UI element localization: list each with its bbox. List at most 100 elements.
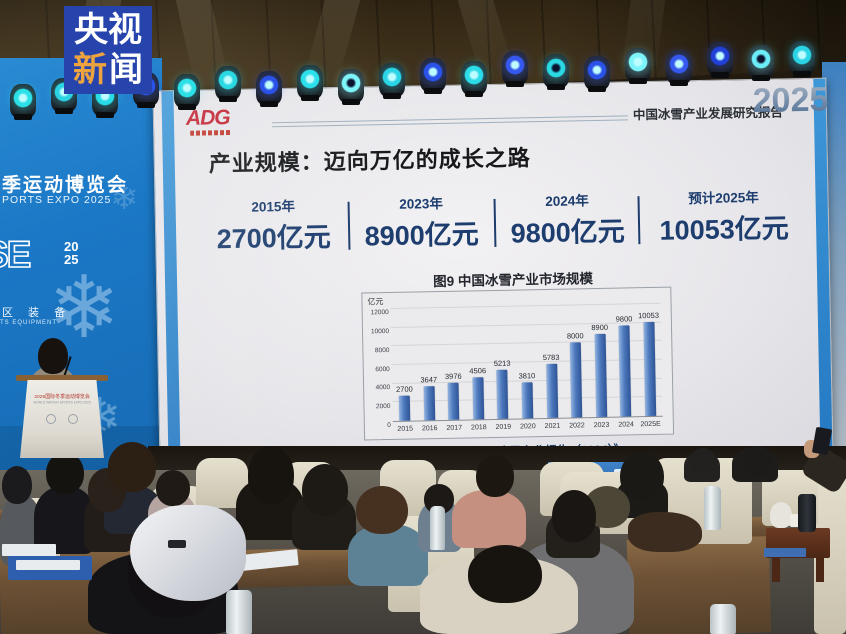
tea-table-leg xyxy=(772,558,780,582)
audience-member-head xyxy=(356,486,408,534)
light-base xyxy=(465,91,483,97)
light-ring xyxy=(710,46,730,66)
audience-member-body xyxy=(348,524,428,586)
stage-light xyxy=(174,74,200,110)
light-base xyxy=(178,104,196,110)
light-base xyxy=(752,75,770,81)
stage-light xyxy=(256,71,282,107)
audience-member-head xyxy=(302,464,348,516)
stage-light xyxy=(543,54,569,90)
audience-member-body xyxy=(452,490,526,548)
light-base xyxy=(629,78,647,84)
audience-member-head xyxy=(46,452,84,494)
light-base xyxy=(137,102,155,108)
stage-light xyxy=(10,84,36,120)
stage-light xyxy=(379,63,405,99)
podium-logo-icon xyxy=(46,414,56,424)
light-ring xyxy=(300,69,320,89)
cctv-logo-row2: 新 闻 xyxy=(73,50,143,90)
light-base xyxy=(219,96,237,102)
stage-light xyxy=(461,61,487,97)
stage-light xyxy=(297,65,323,101)
light-base xyxy=(260,101,278,107)
thermos xyxy=(798,494,816,532)
podium-title-cn: 2025国际冬季运动博览会 xyxy=(34,394,90,400)
audience-member-head xyxy=(468,545,542,603)
light-ring xyxy=(669,54,689,74)
papers xyxy=(16,560,80,570)
light-ring xyxy=(587,60,607,80)
light-base xyxy=(301,95,319,101)
stage-light xyxy=(338,69,364,105)
water-bottle xyxy=(226,590,252,634)
light-base xyxy=(670,80,688,86)
stage-light xyxy=(502,51,528,87)
audience-member-head xyxy=(248,446,294,504)
snowflake-graphic: ❄ xyxy=(110,179,139,217)
light-ring xyxy=(464,65,484,85)
light-base xyxy=(547,84,565,90)
podium-logos xyxy=(20,414,104,424)
light-ring xyxy=(423,62,443,82)
expo-se-logo: SE xyxy=(0,233,32,276)
stage-light xyxy=(666,50,692,86)
bag xyxy=(628,512,702,552)
audience-member-head xyxy=(108,442,156,492)
light-base xyxy=(55,108,73,114)
audience-member-head xyxy=(476,455,514,497)
light-ring xyxy=(546,58,566,78)
water-bottle xyxy=(704,486,721,530)
tea-table-leg xyxy=(816,558,824,582)
audience-member-head xyxy=(690,448,716,474)
light-base xyxy=(96,112,114,118)
cctv-news-logo: 央视 新 闻 xyxy=(64,6,152,94)
light-base xyxy=(588,86,606,92)
light-ring xyxy=(13,88,33,108)
light-base xyxy=(793,71,811,77)
light-ring xyxy=(505,55,525,75)
light-base xyxy=(711,72,729,78)
expo-title-cn: 季运动博览会 xyxy=(2,175,129,196)
podium: 2025国际冬季运动博览会 WORLD WINTER SPORTS EXPO 2… xyxy=(20,380,104,458)
audience-member-head xyxy=(742,446,772,476)
light-base xyxy=(342,99,360,105)
jacket-clip xyxy=(168,540,186,548)
audience-member-head xyxy=(2,466,32,504)
cctv-logo-char-xin: 新 xyxy=(73,51,107,89)
light-ring xyxy=(751,49,771,69)
stage-light xyxy=(789,41,815,77)
stage-light xyxy=(748,45,774,81)
speaker-head xyxy=(38,338,68,374)
expo-subtitle-cn: 区 装 备 xyxy=(2,307,72,319)
draped-white-jacket xyxy=(130,505,246,601)
light-ring xyxy=(792,45,812,65)
blue-folder xyxy=(764,548,806,557)
light-base xyxy=(424,88,442,94)
water-bottle xyxy=(710,604,736,634)
papers xyxy=(2,544,56,556)
stage-light xyxy=(215,66,241,102)
podium-logo-icon xyxy=(68,414,78,424)
audience-member-head xyxy=(552,490,596,542)
cctv-logo-row1: 央视 xyxy=(74,11,142,49)
water-bottle xyxy=(430,506,445,550)
light-base xyxy=(506,81,524,87)
podium-wood-rim xyxy=(16,375,108,381)
tea-cup xyxy=(790,514,800,527)
cctv-logo-char-wen: 闻 xyxy=(109,51,143,89)
audience-member-head xyxy=(156,470,190,506)
stage-light xyxy=(625,48,651,84)
expo-subtitle-en: TS EQUIPMENT xyxy=(0,320,58,326)
expo-title-en: PORTS EXPO 2025 xyxy=(2,194,112,206)
teapot xyxy=(770,502,792,528)
light-ring xyxy=(259,75,279,95)
podium-title-en: WORLD WINTER SPORTS EXPO 2025 xyxy=(33,400,91,405)
light-ring xyxy=(628,52,648,72)
light-ring xyxy=(382,67,402,87)
light-base xyxy=(14,114,32,120)
stage-light xyxy=(584,56,610,92)
stage-light xyxy=(420,58,446,94)
expo-logo-year: 20 25 xyxy=(64,239,79,267)
